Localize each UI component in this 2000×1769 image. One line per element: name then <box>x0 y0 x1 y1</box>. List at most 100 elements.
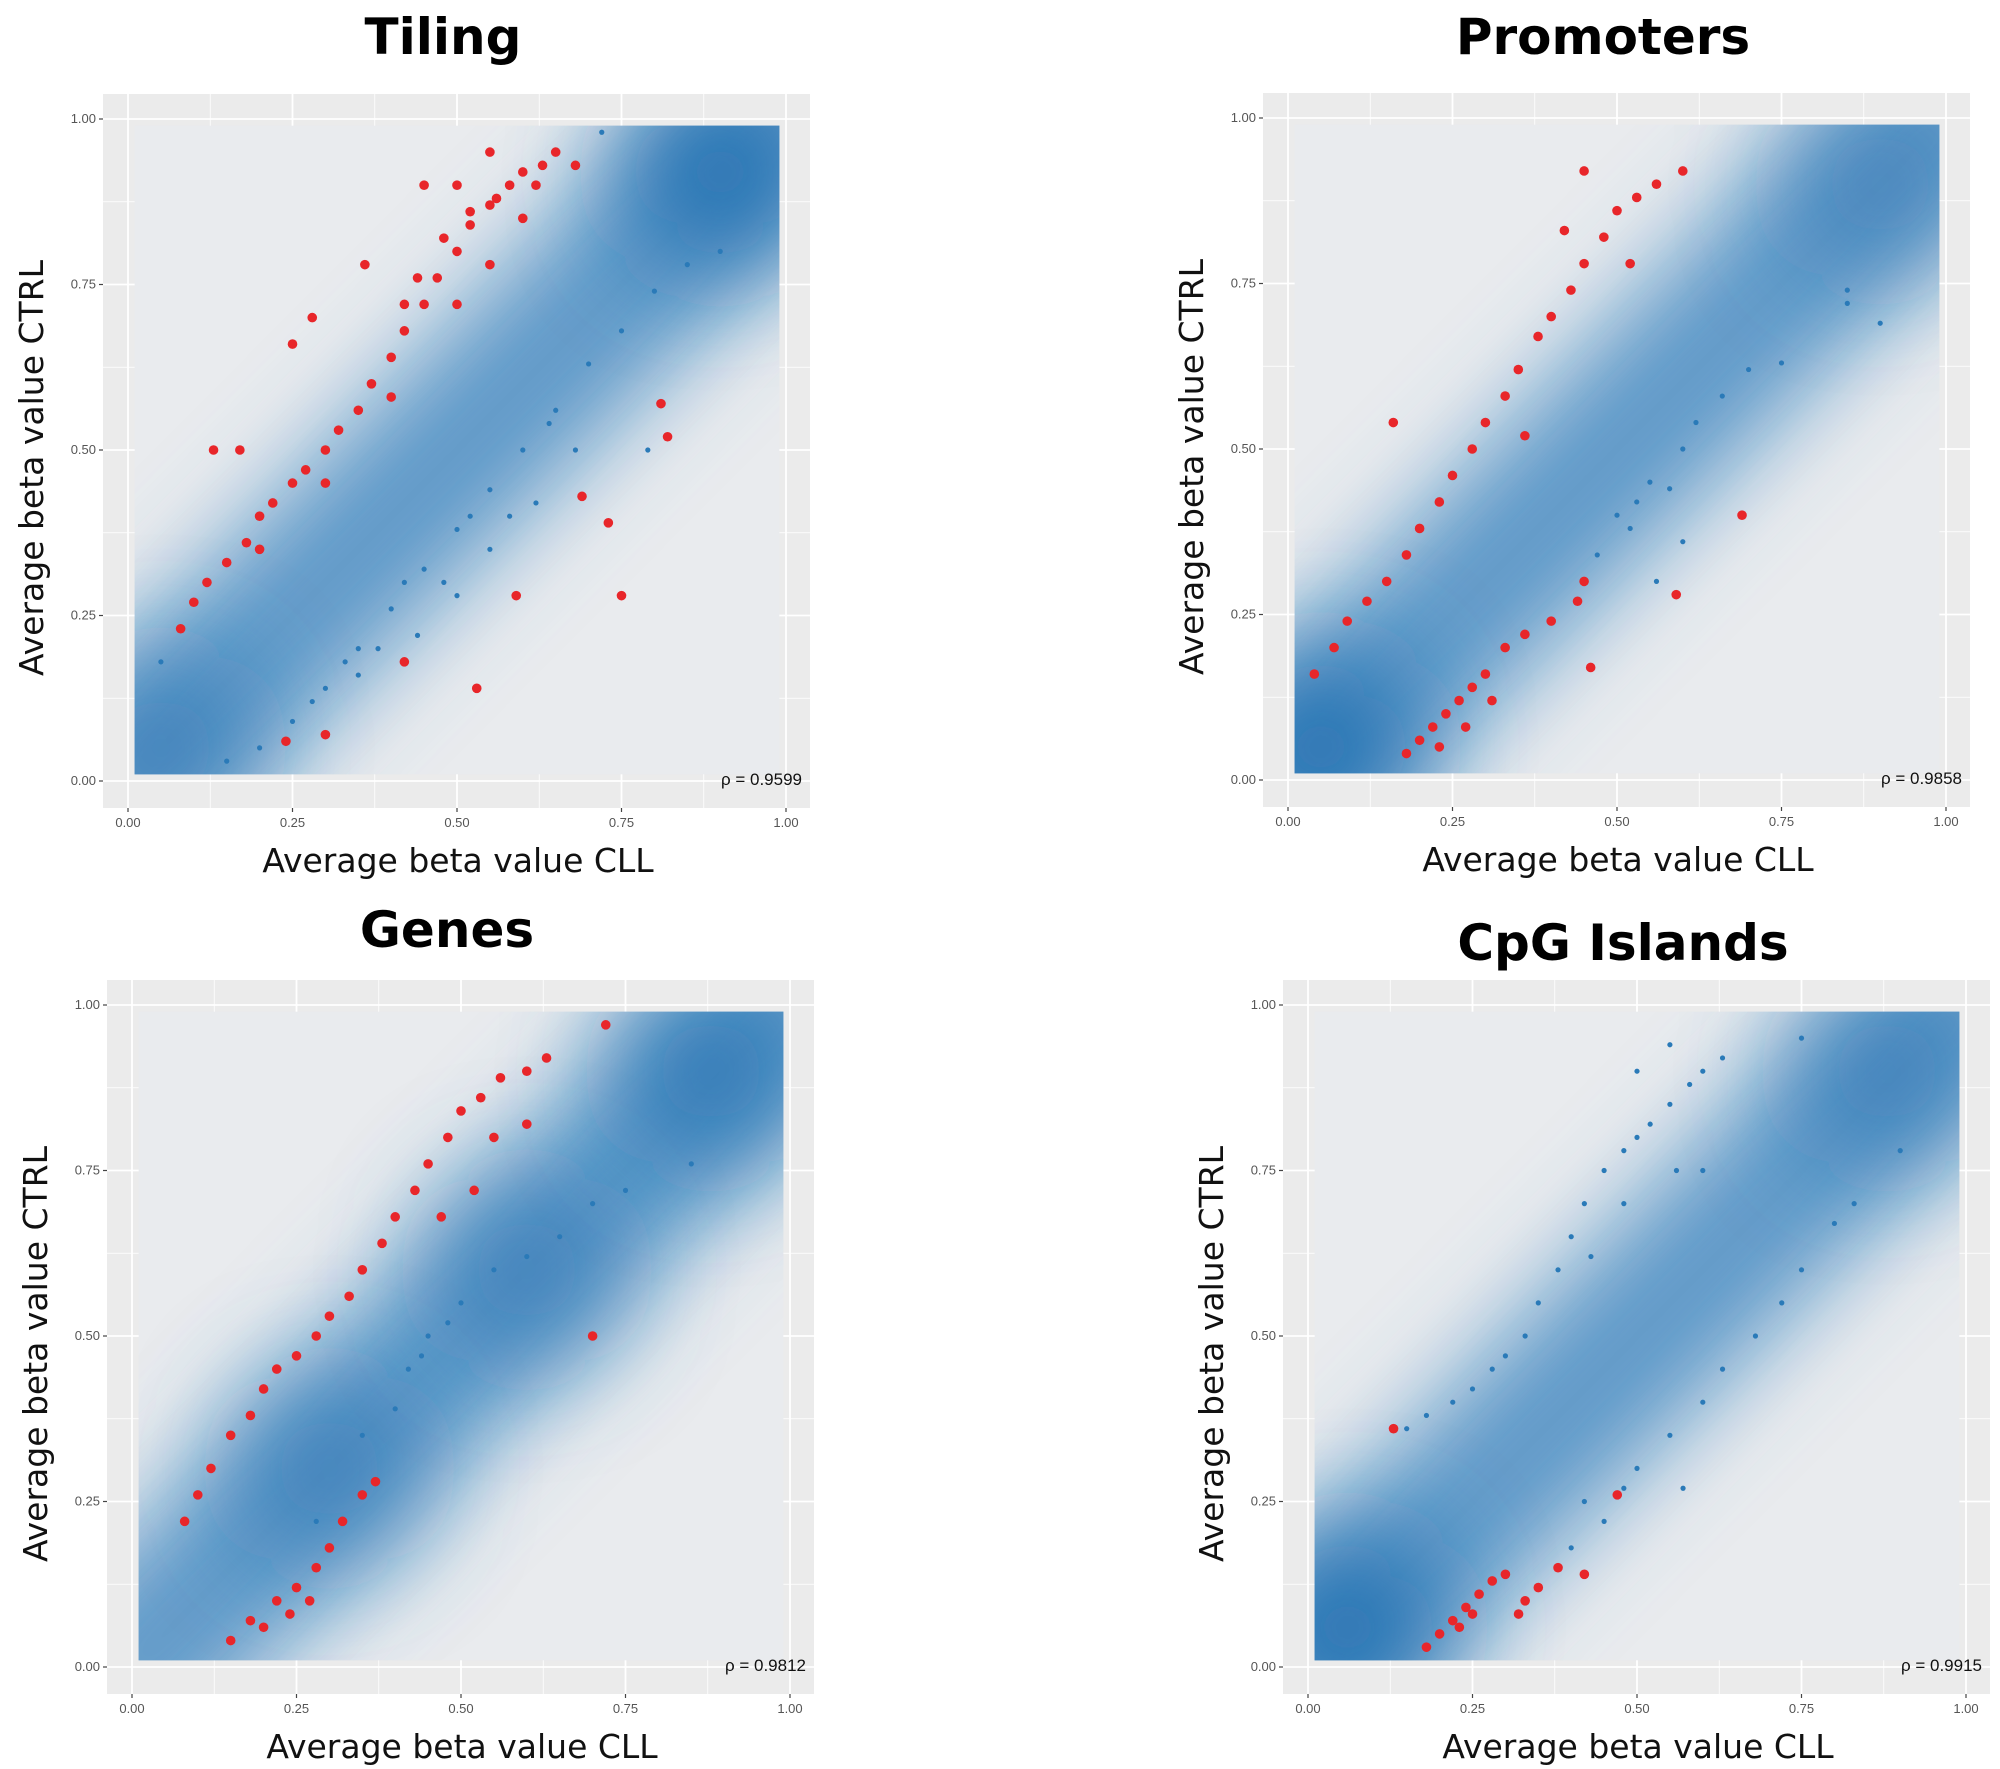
red-point <box>304 1596 315 1606</box>
blue-point <box>445 1320 451 1326</box>
red-point <box>550 147 561 157</box>
blue-point <box>441 579 447 586</box>
density-layer <box>134 125 780 775</box>
red-point <box>287 478 298 488</box>
red-point <box>271 1364 282 1374</box>
red-point <box>254 511 265 521</box>
red-point <box>1487 1576 1498 1586</box>
red-point <box>1480 417 1491 428</box>
red-point <box>193 1490 203 1500</box>
blue-point <box>454 526 460 533</box>
red-point <box>1487 695 1497 706</box>
red-point <box>1651 179 1662 189</box>
x-tick-label: 0.75 <box>1789 1701 1814 1716</box>
blue-point <box>1673 1167 1680 1174</box>
red-point <box>1513 1609 1524 1619</box>
red-point <box>320 445 331 455</box>
red-point <box>456 1106 466 1116</box>
y-tick-label: 0.25 <box>1251 1494 1276 1509</box>
red-point <box>452 246 462 257</box>
red-point <box>225 1430 236 1441</box>
blue-point <box>1489 1366 1495 1372</box>
red-point <box>1388 1423 1399 1434</box>
red-point <box>1441 709 1451 719</box>
x-tick-label: 0.00 <box>1275 814 1300 829</box>
red-point <box>1474 1589 1484 1599</box>
red-point <box>320 729 331 740</box>
red-point <box>1566 285 1576 295</box>
blue-point <box>1621 1148 1627 1154</box>
blue-point <box>454 593 460 599</box>
red-point <box>300 465 311 475</box>
red-point <box>1401 550 1412 560</box>
red-point <box>1434 1629 1445 1639</box>
red-point <box>241 537 252 548</box>
y-tick-label: 0.25 <box>1231 607 1256 622</box>
x-tick-label: 1.00 <box>1933 814 1958 829</box>
chart-title: Tiling <box>365 8 522 66</box>
y-tick-label: 0.00 <box>71 773 96 788</box>
blue-point <box>1680 539 1686 545</box>
blue-point <box>1634 1134 1640 1140</box>
blue-point <box>1667 1042 1673 1048</box>
density-peak <box>1294 651 1416 774</box>
red-point <box>1513 364 1524 375</box>
red-point <box>537 160 548 171</box>
blue-point <box>1844 300 1850 306</box>
blue-point <box>507 513 513 519</box>
red-point <box>469 1185 479 1196</box>
red-point <box>471 683 482 694</box>
blue-point <box>1450 1399 1456 1405</box>
blue-point <box>1798 1267 1805 1273</box>
red-point <box>271 1596 282 1606</box>
panel-promoters: 0.00 0.25 0.50 0.75 1.00 0.00 0.25 0.50 0.75 1.00… <box>1172 8 1970 879</box>
y-tick-label: 0.75 <box>75 1163 100 1178</box>
red-point <box>1461 1602 1471 1613</box>
x-axis-label: Average beta value CLL <box>266 1727 658 1766</box>
red-point <box>287 339 298 349</box>
red-point <box>1533 331 1543 342</box>
red-point <box>291 1351 302 1361</box>
red-point <box>1414 523 1425 534</box>
blue-point <box>618 328 625 334</box>
blue-point <box>487 546 493 552</box>
red-point <box>258 1622 269 1633</box>
blue-point <box>1634 499 1640 505</box>
y-tick-label: 1.00 <box>1231 110 1256 125</box>
red-point <box>1520 629 1530 640</box>
blue-point <box>553 407 559 413</box>
density-peak <box>1785 124 1940 280</box>
red-point <box>432 273 443 283</box>
x-tick-label: 0.50 <box>444 815 469 830</box>
red-point <box>357 1265 368 1275</box>
red-point <box>587 1331 598 1341</box>
red-point <box>281 736 291 747</box>
red-point <box>366 379 377 389</box>
red-point <box>439 233 449 243</box>
blue-point <box>224 758 230 764</box>
blue-point <box>425 1333 431 1339</box>
red-point <box>485 147 495 157</box>
red-point <box>1362 596 1372 607</box>
panel-cpg-islands: 0.00 0.25 0.50 0.75 1.00 0.00 0.25 0.50 0.75 1.00… <box>1192 914 1990 1766</box>
red-point <box>410 1185 420 1196</box>
blue-point <box>405 1366 411 1372</box>
red-point <box>1625 258 1635 269</box>
density-peak <box>1314 1532 1443 1661</box>
blue-point <box>1634 1068 1640 1074</box>
red-point <box>360 259 370 270</box>
blue-point <box>1627 525 1633 532</box>
red-point <box>436 1212 447 1222</box>
red-point <box>1500 642 1510 653</box>
blue-point <box>1851 1201 1857 1207</box>
x-tick-label: 0.00 <box>115 815 140 830</box>
red-point <box>175 623 186 634</box>
y-tick-label: 0.00 <box>1251 1659 1276 1674</box>
red-point <box>1546 616 1556 626</box>
correlation-annotation: ρ = 0.9812 <box>725 1656 806 1675</box>
red-point <box>1585 662 1596 673</box>
red-point <box>1520 430 1530 441</box>
density-peak <box>234 1373 425 1564</box>
y-tick-label: 0.50 <box>1251 1328 1276 1343</box>
red-point <box>1414 735 1425 746</box>
